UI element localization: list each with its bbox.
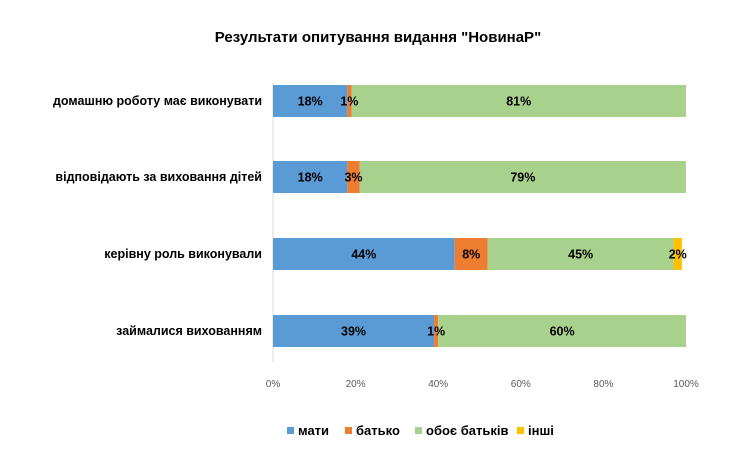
data-label: 79% (510, 171, 535, 185)
legend: мати батько обоє батьків інші (287, 423, 554, 438)
data-label: 2% (669, 248, 687, 262)
category-label: відповідають за виховання дітей (55, 170, 262, 184)
x-tick-label: 60% (511, 379, 531, 390)
category-labels: домашню роботу має виконувати відповідают… (53, 94, 262, 338)
data-label: 45% (568, 248, 593, 262)
legend-swatch (345, 427, 352, 434)
x-tick-label: 100% (673, 379, 699, 390)
legend-swatch (517, 427, 524, 434)
data-label: 60% (550, 325, 575, 339)
x-axis-ticks: 0% 20% 40% 60% 80% 100% (266, 379, 699, 390)
data-label: 8% (462, 248, 480, 262)
bar-segment-батько (347, 85, 352, 117)
bar-segment-батько (454, 238, 488, 270)
bar-segment-обоє-батьків (487, 238, 674, 270)
legend-label: мати (298, 423, 329, 438)
bar-segment-інші (673, 238, 682, 270)
bar-segment-батько (434, 315, 439, 347)
data-label: 18% (298, 95, 323, 109)
bar-segment-батько (347, 161, 360, 193)
data-label: 3% (344, 171, 362, 185)
data-label: 1% (340, 95, 358, 109)
x-tick-label: 40% (428, 379, 448, 390)
bar-segment-мати (273, 161, 348, 193)
x-tick-label: 0% (266, 379, 281, 390)
data-label: 81% (506, 95, 531, 109)
data-label: 44% (351, 248, 376, 262)
legend-swatch (287, 427, 294, 434)
x-tick-label: 20% (346, 379, 366, 390)
legend-label: інші (528, 423, 554, 438)
x-tick-label: 80% (593, 379, 613, 390)
bar-segment-мати (273, 85, 348, 117)
category-label: керівну роль виконували (104, 247, 262, 261)
category-label: домашню роботу має виконувати (53, 94, 262, 108)
data-label: 1% (427, 325, 445, 339)
bar-segment-обоє-батьків (359, 161, 686, 193)
data-label: 39% (341, 325, 366, 339)
bar-segment-мати (273, 238, 455, 270)
data-label: 18% (298, 171, 323, 185)
bar-segment-обоє-батьків (438, 315, 686, 347)
bar-segment-мати (273, 315, 435, 347)
bars-layer: 18% 1% 81% 18% 3% 79% 44% 8% 45% 2% 39% 1% 60% (273, 85, 687, 347)
chart-title: Результати опитування видання "НовинаР" (215, 29, 541, 46)
bar-segment-обоє-батьків (351, 85, 686, 117)
category-label: займалися вихованням (116, 324, 262, 338)
legend-swatch (415, 427, 422, 434)
legend-label: батько (356, 423, 400, 438)
legend-label: обоє батьків (426, 423, 508, 438)
